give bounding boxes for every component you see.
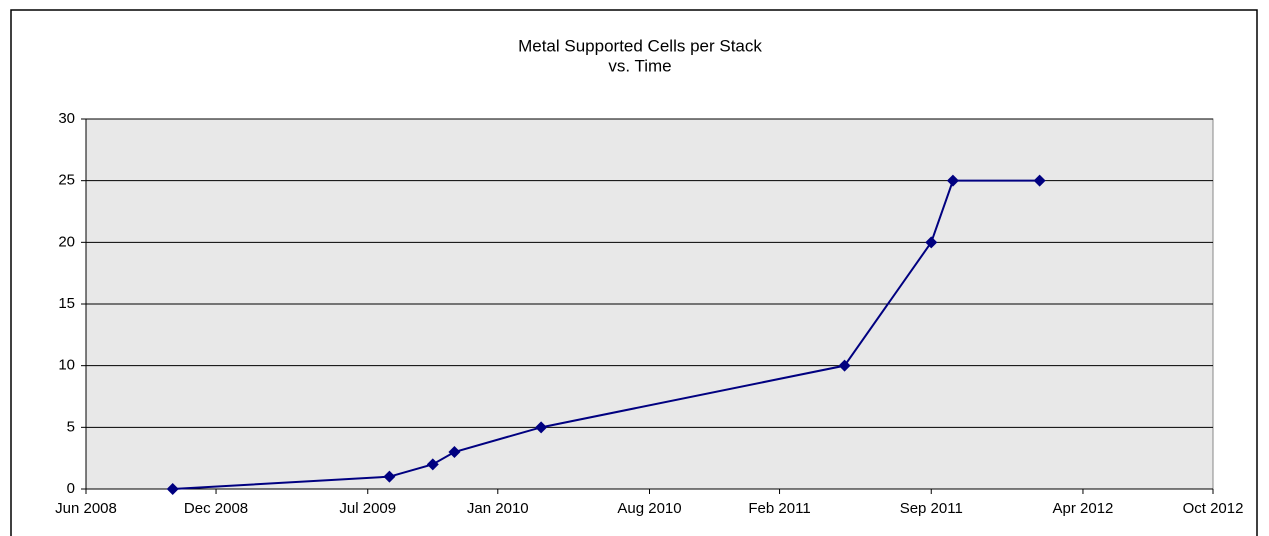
data-point — [946, 174, 959, 187]
y-tick-label: 0 — [67, 480, 75, 497]
data-point — [838, 359, 851, 372]
chart-title: Metal Supported Cells per Stack — [518, 36, 762, 55]
x-tick-label: Sep 2011 — [900, 500, 963, 517]
y-tick-label: 30 — [58, 110, 75, 127]
y-tick-label: 15 — [58, 295, 75, 312]
y-tick-label: 20 — [58, 233, 75, 250]
data-point — [1033, 174, 1046, 187]
x-tick-label: Oct 2012 — [1183, 500, 1244, 517]
x-tick-label: Dec 2008 — [184, 500, 248, 517]
chart-title: vs. Time — [608, 56, 671, 75]
x-tick-label: Aug 2010 — [617, 500, 681, 517]
data-point — [166, 483, 179, 495]
x-tick-label: Apr 2012 — [1053, 500, 1114, 517]
x-tick-label: Feb 2011 — [748, 500, 810, 517]
y-tick-label: 5 — [67, 418, 75, 435]
x-tick-label: Jul 2009 — [339, 500, 396, 517]
y-tick-label: 10 — [58, 357, 75, 374]
data-point — [426, 458, 439, 471]
data-point — [925, 236, 938, 249]
data-point — [535, 421, 548, 434]
y-tick-label: 25 — [58, 172, 75, 189]
data-point — [448, 446, 461, 458]
x-tick-label: Jun 2008 — [55, 500, 117, 517]
x-tick-label: Jan 2010 — [467, 500, 529, 517]
data-point — [383, 470, 396, 483]
